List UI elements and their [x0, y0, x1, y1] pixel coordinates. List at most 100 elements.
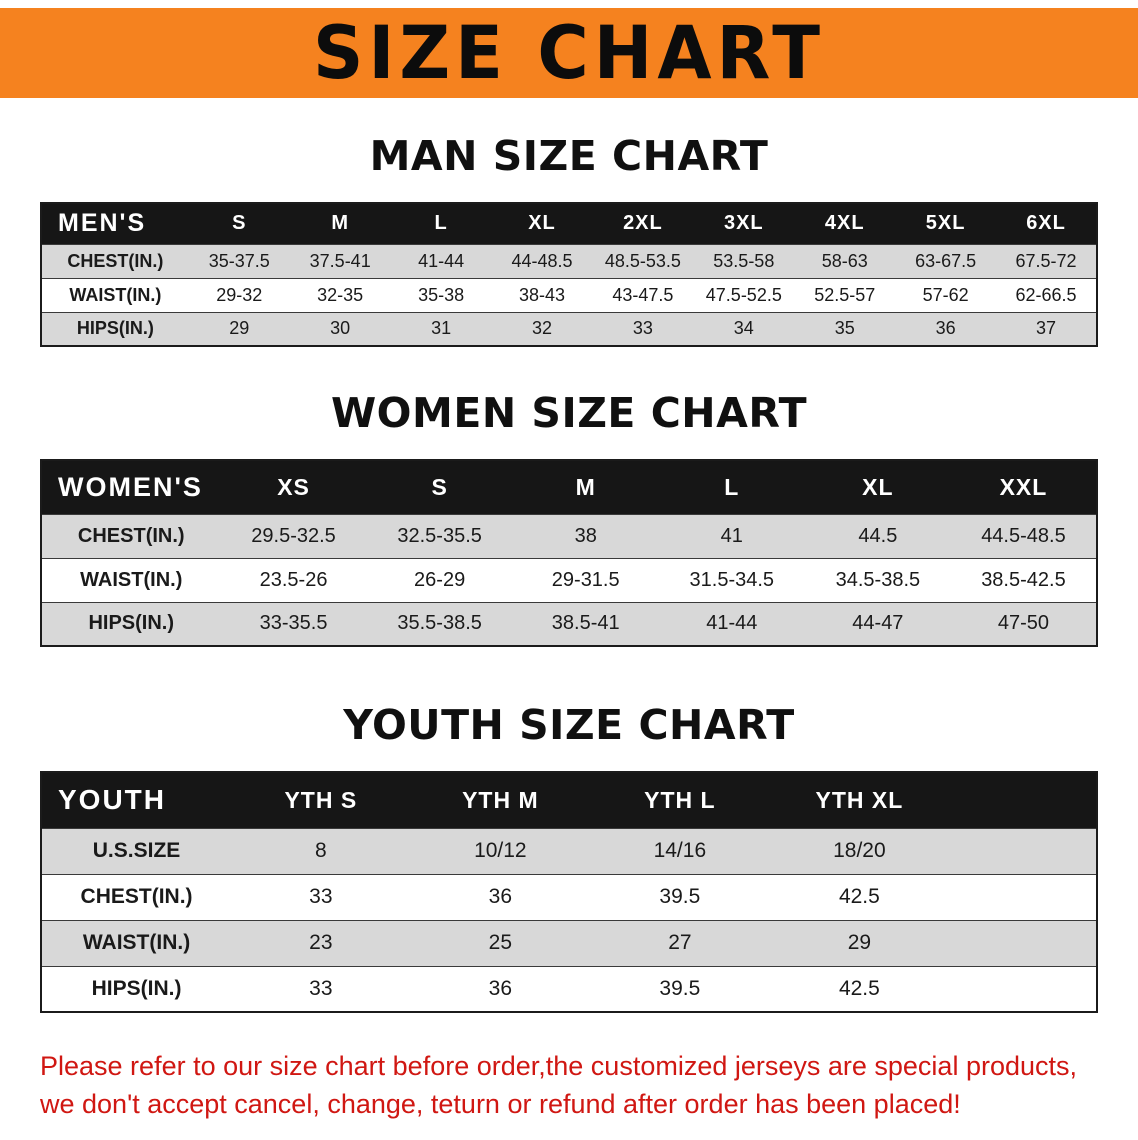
- size-column-header: YTH S: [231, 772, 411, 828]
- size-value: 37: [996, 311, 1097, 346]
- size-value: 35-38: [390, 277, 492, 312]
- size-value: 37.5-41: [289, 243, 391, 278]
- size-column-header: 4XL: [794, 203, 896, 244]
- spacer-cell: [949, 772, 1097, 828]
- table-row: HIPS(IN.) 33-35.5 35.5-38.5 38.5-41 41-44 44-…: [41, 601, 1097, 646]
- size-value: 23: [231, 919, 411, 966]
- table-row: WAIST(IN.) 23 25 27 29: [41, 919, 1097, 966]
- size-column-header: S: [366, 460, 513, 514]
- size-column-header: L: [658, 460, 805, 514]
- size-value: 8: [231, 827, 411, 874]
- size-value: 38.5-41: [512, 601, 659, 646]
- size-value: 62-66.5: [996, 277, 1097, 312]
- size-value: 35.5-38.5: [366, 601, 513, 646]
- size-value: 29-32: [188, 277, 290, 312]
- size-value: 58-63: [794, 243, 896, 278]
- size-chart-banner: SIZE CHART: [0, 8, 1138, 98]
- measurement-label: HIPS(IN.): [41, 311, 189, 346]
- size-value: 41-44: [658, 601, 805, 646]
- size-value: 29: [188, 311, 290, 346]
- youth-table-body: U.S.SIZE 8 10/12 14/16 18/20 CHEST(IN.) 33 36 39…: [41, 827, 1097, 1012]
- header-row: WOMEN'S XS S M L XL XXL: [41, 460, 1097, 514]
- size-column-header: L: [390, 203, 492, 244]
- size-value: 35-37.5: [188, 243, 290, 278]
- size-value: 34: [693, 311, 795, 346]
- size-column-header: 5XL: [895, 203, 997, 244]
- table-title-cell: WOMEN'S: [41, 460, 221, 514]
- size-value: 32: [491, 311, 593, 346]
- size-value: 47.5-52.5: [693, 277, 795, 312]
- size-column-header: M: [512, 460, 659, 514]
- size-column-header: 6XL: [996, 203, 1097, 244]
- size-value: 39.5: [590, 965, 770, 1012]
- size-value: 14/16: [590, 827, 770, 874]
- measurement-label: WAIST(IN.): [41, 557, 221, 602]
- men-size-chart-section: MAN SIZE CHART MEN'S S M L XL 2XL 3XL 4XL 5XL 6XL…: [0, 132, 1138, 347]
- size-column-header: S: [188, 203, 290, 244]
- size-value: 57-62: [895, 277, 997, 312]
- size-column-header: M: [289, 203, 391, 244]
- table-row: CHEST(IN.) 33 36 39.5 42.5: [41, 873, 1097, 920]
- size-value: 32-35: [289, 277, 391, 312]
- size-value: 30: [289, 311, 391, 346]
- size-value: 44.5: [804, 513, 951, 558]
- size-column-header: YTH M: [410, 772, 591, 828]
- table-row: HIPS(IN.) 33 36 39.5 42.5: [41, 965, 1097, 1012]
- women-table-header: WOMEN'S XS S M L XL XXL: [41, 460, 1097, 514]
- size-value: 44-47: [804, 601, 951, 646]
- spacer-cell: [949, 965, 1097, 1012]
- spacer-cell: [949, 919, 1097, 966]
- size-value: 38-43: [491, 277, 593, 312]
- disclaimer: Please refer to our size chart before or…: [40, 1047, 1138, 1124]
- size-value: 34.5-38.5: [804, 557, 951, 602]
- size-value: 31.5-34.5: [658, 557, 805, 602]
- measurement-label: CHEST(IN.): [41, 513, 221, 558]
- size-value: 52.5-57: [794, 277, 896, 312]
- size-value: 27: [590, 919, 770, 966]
- size-value: 23.5-26: [220, 557, 367, 602]
- size-column-header: XXL: [950, 460, 1097, 514]
- size-value: 33-35.5: [220, 601, 367, 646]
- size-value: 44.5-48.5: [950, 513, 1097, 558]
- size-value: 53.5-58: [693, 243, 795, 278]
- size-value: 26-29: [366, 557, 513, 602]
- size-value: 44-48.5: [491, 243, 593, 278]
- measurement-label: WAIST(IN.): [41, 919, 232, 966]
- size-value: 29.5-32.5: [220, 513, 367, 558]
- size-value: 36: [895, 311, 997, 346]
- table-title-cell: MEN'S: [41, 203, 189, 244]
- table-row: CHEST(IN.) 35-37.5 37.5-41 41-44 44-48.5 48.5…: [41, 243, 1097, 278]
- measurement-label: WAIST(IN.): [41, 277, 189, 312]
- size-value: 36: [410, 965, 591, 1012]
- size-column-header: YTH XL: [769, 772, 950, 828]
- size-value: 48.5-53.5: [592, 243, 694, 278]
- size-column-header: YTH L: [590, 772, 770, 828]
- size-value: 41: [658, 513, 805, 558]
- table-row: WAIST(IN.) 29-32 32-35 35-38 38-43 43-47.5 47.…: [41, 277, 1097, 312]
- size-value: 25: [410, 919, 591, 966]
- table-row: U.S.SIZE 8 10/12 14/16 18/20: [41, 827, 1097, 874]
- size-column-header: 2XL: [592, 203, 694, 244]
- size-value: 35: [794, 311, 896, 346]
- size-value: 39.5: [590, 873, 770, 920]
- size-column-header: 3XL: [693, 203, 795, 244]
- banner-title: SIZE CHART: [312, 9, 826, 97]
- size-value: 10/12: [410, 827, 591, 874]
- size-value: 33: [592, 311, 694, 346]
- size-value: 31: [390, 311, 492, 346]
- size-column-header: XS: [220, 460, 367, 514]
- table-row: WAIST(IN.) 23.5-26 26-29 29-31.5 31.5-34.5 34…: [41, 557, 1097, 602]
- size-value: 41-44: [390, 243, 492, 278]
- size-value: 63-67.5: [895, 243, 997, 278]
- measurement-label: HIPS(IN.): [41, 601, 221, 646]
- measurement-label: HIPS(IN.): [41, 965, 232, 1012]
- measurement-label: CHEST(IN.): [41, 873, 232, 920]
- youth-size-table: YOUTH YTH S YTH M YTH L YTH XL U.S.SIZE 8 10/1…: [40, 771, 1098, 1013]
- spacer-cell: [949, 827, 1097, 874]
- men-size-table: MEN'S S M L XL 2XL 3XL 4XL 5XL 6XL CHEST(IN.) 35-3…: [40, 202, 1098, 347]
- size-value: 18/20: [769, 827, 950, 874]
- spacer-cell: [949, 873, 1097, 920]
- youth-section-heading: YOUTH SIZE CHART: [343, 701, 795, 749]
- youth-table-header: YOUTH YTH S YTH M YTH L YTH XL: [41, 772, 1097, 828]
- table-row: CHEST(IN.) 29.5-32.5 32.5-35.5 38 41 44.5 44.5…: [41, 513, 1097, 558]
